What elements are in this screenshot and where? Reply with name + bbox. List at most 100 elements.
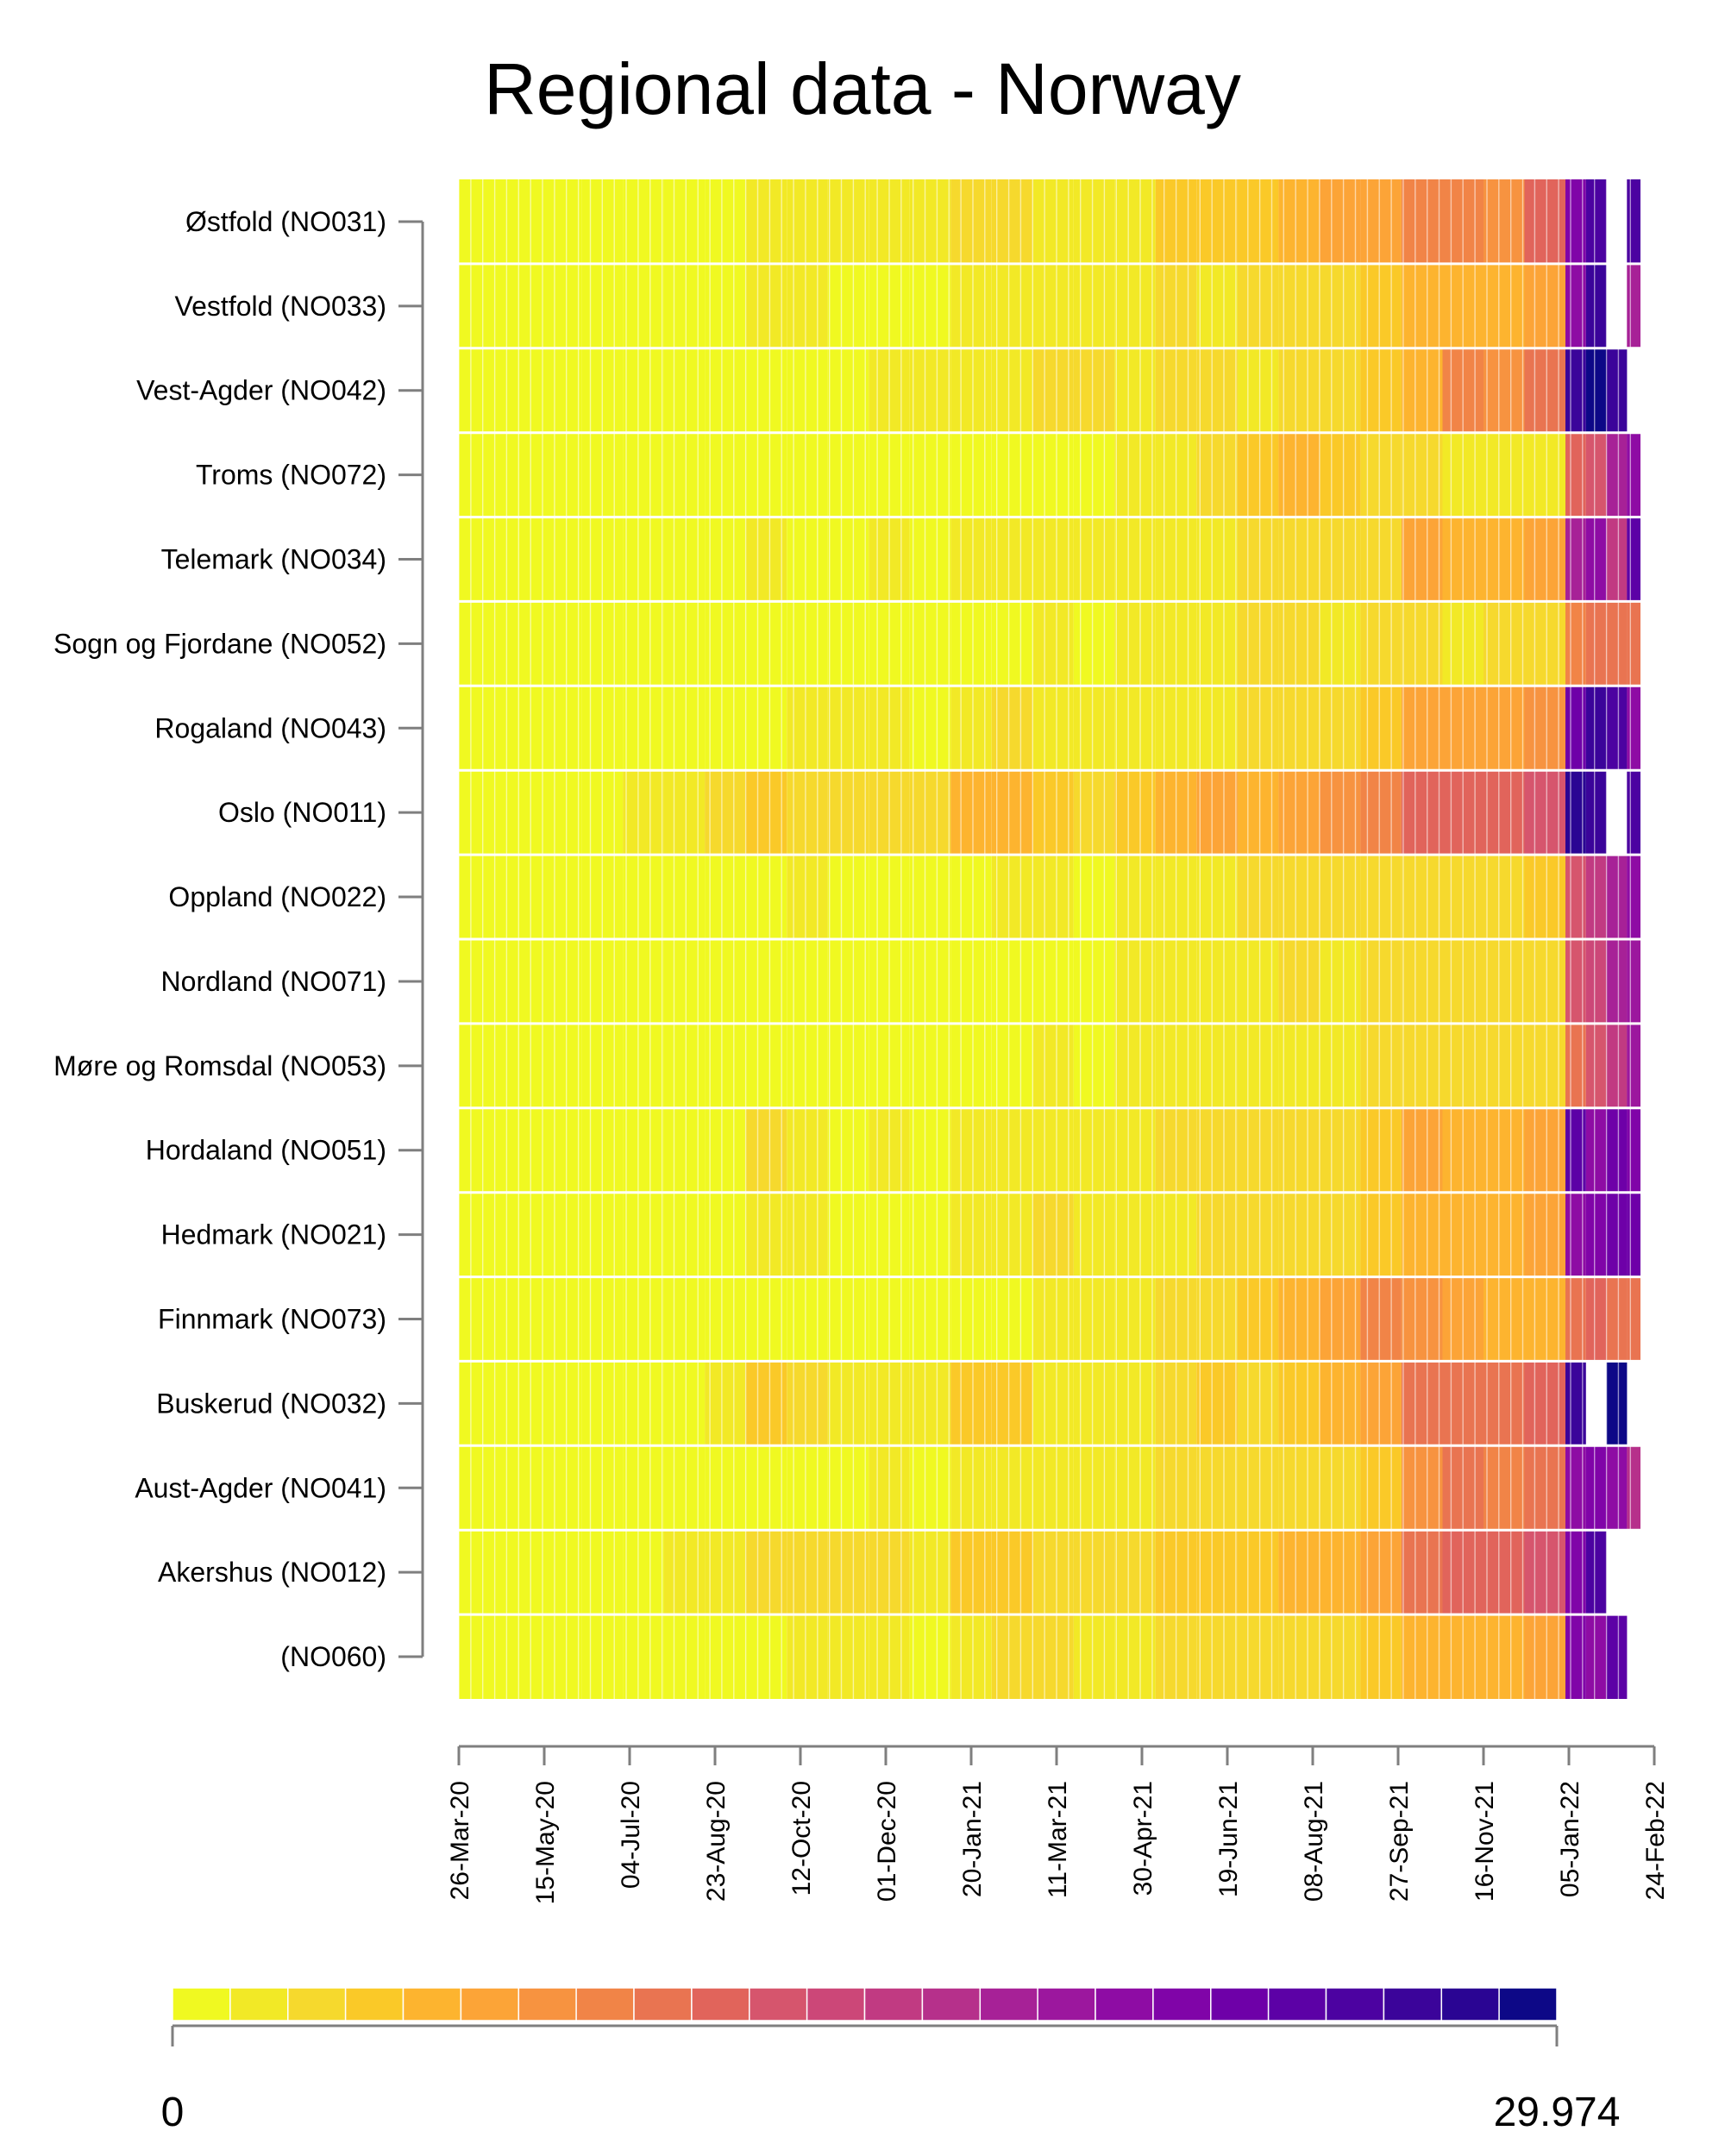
heatmap-cell-akershus-no012-20 (1278, 1530, 1320, 1615)
heatmap-cell-oslo-no011-26 (1524, 770, 1565, 856)
heatmap-cell-vest-agder-no042-11 (909, 348, 951, 433)
heatmap-cell-rogaland-no043-14 (1032, 686, 1074, 771)
heatmap-cell-hedmark-no021-9 (827, 1192, 869, 1277)
legend-swatch-13 (921, 1987, 982, 2021)
heatmap-cell-rogaland-no043-22 (1360, 686, 1402, 771)
legend-max-label: 29.974 (1494, 2090, 1621, 2135)
row-label-rogaland-no043: Rogaland (NO043) (154, 712, 386, 743)
heatmap-cell-sogn-og-fjordane-no052-28 (1585, 601, 1607, 686)
heatmap-cell-finnmark-no073-9 (827, 1276, 869, 1362)
legend-swatch-7 (575, 1987, 635, 2021)
heatmap-cell-rogaland-no043-25 (1484, 686, 1525, 771)
heatmap-cell-vestfold-no033-13 (991, 263, 1033, 348)
heatmap-cell-sogn-og-fjordane-no052-8 (787, 601, 828, 686)
heatmap-cell-buskerud-no032-9 (827, 1361, 869, 1446)
heatmap-cell-aust-agder-no041-6 (705, 1445, 746, 1531)
heatmap-cell-oslo-no011-1 (499, 770, 541, 856)
heatmap-cell-rogaland-no043-6 (705, 686, 746, 771)
heatmap-cell-no060-21 (1319, 1614, 1361, 1699)
heatmap-cell-nordland-no071-6 (705, 939, 746, 1024)
heatmap-cell-rogaland-no043-15 (1073, 686, 1115, 771)
heatmap-cell-oppland-no022-2 (541, 855, 582, 939)
heatmap-cell-hordaland-no051-9 (827, 1107, 869, 1193)
row-label-oppland-no022: Oppland (NO022) (168, 881, 386, 912)
heatmap-cell-oppland-no022-29 (1606, 855, 1628, 939)
heatmap-cell-rogaland-no043-8 (787, 686, 828, 771)
heatmap-cell-telemark-no034-16 (1114, 517, 1156, 602)
heatmap-cell-no060-1 (499, 1614, 541, 1699)
heatmap-cell-oslo-no011-21 (1319, 770, 1361, 856)
y-axis: Østfold (NO031) Vestfold (NO033) Vest-Agde… (53, 206, 424, 1672)
heatmap-cell-vest-agder-no042-2 (541, 348, 582, 433)
heatmap-cell-stfold-no031-4 (623, 179, 664, 264)
heatmap-cell-hordaland-no051-16 (1114, 1107, 1156, 1193)
heatmap-cell-telemark-no034-2 (541, 517, 582, 602)
heatmap-cell-finnmark-no073-2 (541, 1276, 582, 1362)
heatmap-cell-no060-23 (1402, 1614, 1443, 1699)
heatmap-cell-buskerud-no032-13 (991, 1361, 1033, 1446)
heatmap-cell-finnmark-no073-25 (1484, 1276, 1525, 1362)
heatmap-cell-oslo-no011-19 (1237, 770, 1279, 856)
heatmap-cell-nordland-no071-16 (1114, 939, 1156, 1024)
heatmap-cell-rogaland-no043-26 (1524, 686, 1565, 771)
heatmap-cell-telemark-no034-11 (909, 517, 951, 602)
legend-swatch-16 (1095, 1987, 1154, 2021)
heatmap-cell-sogn-og-fjordane-no052-16 (1114, 601, 1156, 686)
heatmap-cell-oslo-no011-15 (1073, 770, 1115, 856)
heatmap-cell-hordaland-no051-14 (1032, 1107, 1074, 1193)
heatmap-cell-no060-5 (663, 1614, 706, 1699)
heatmap-cell-hedmark-no021-5 (663, 1192, 706, 1277)
heatmap-cell-troms-no072-0 (459, 432, 500, 517)
heatmap-cell-akershus-no012-12 (950, 1530, 992, 1615)
legend-swatch-12 (863, 1987, 924, 2021)
heatmap-cell-troms-no072-21 (1319, 432, 1361, 517)
heatmap-cell-telemark-no034-12 (950, 517, 992, 602)
heatmap-cell-telemark-no034-19 (1237, 517, 1279, 602)
row-label-vestfold-no033: Vestfold (NO033) (175, 291, 386, 322)
heatmap-cell-finnmark-no073-12 (950, 1276, 992, 1362)
heatmap-cell-rogaland-no043-7 (745, 686, 787, 771)
heatmap-cell-telemark-no034-6 (705, 517, 746, 602)
heatmap-cell-troms-no072-15 (1073, 432, 1115, 517)
heatmap-cell-nordland-no071-19 (1237, 939, 1279, 1024)
heatmap-cell-sogn-og-fjordane-no052-22 (1360, 601, 1402, 686)
heatmap-cell-buskerud-no032-8 (787, 1361, 828, 1446)
heatmap-cell-vestfold-no033-23 (1402, 263, 1443, 348)
heatmap-cell-hordaland-no051-4 (623, 1107, 664, 1193)
heatmap-cell-m-re-og-romsdal-no053-14 (1032, 1023, 1074, 1108)
x-tick-label-27-sep-21: 27-Sep-21 (1385, 1781, 1414, 1902)
heatmap-cell-hordaland-no051-6 (705, 1107, 746, 1193)
heatmap-cell-hordaland-no051-18 (1196, 1107, 1238, 1193)
heatmap-cell-vestfold-no033-21 (1319, 263, 1361, 348)
heatmap-cell-finnmark-no073-20 (1278, 1276, 1320, 1362)
heatmap-cell-finnmark-no073-21 (1319, 1276, 1361, 1362)
heatmap-cell-troms-no072-23 (1402, 432, 1443, 517)
heatmap-cell-vest-agder-no042-8 (787, 348, 828, 433)
heatmap-cell-nordland-no071-30 (1627, 939, 1640, 1024)
heatmap-cell-oppland-no022-30 (1627, 855, 1640, 939)
heatmap-cell-oppland-no022-21 (1319, 855, 1361, 939)
heatmap-cell-troms-no072-18 (1196, 432, 1238, 517)
heatmap-cell-nordland-no071-20 (1278, 939, 1320, 1024)
heatmap-cell-no060-22 (1360, 1614, 1402, 1699)
row-label-troms-no072: Troms (NO072) (196, 460, 386, 491)
heatmap-cell-akershus-no012-28 (1585, 1530, 1607, 1615)
heatmap-cell-no060-15 (1073, 1614, 1115, 1699)
heatmap-cell-m-re-og-romsdal-no053-30 (1627, 1023, 1640, 1108)
heatmap-cell-rogaland-no043-11 (909, 686, 951, 771)
heatmap-cell-akershus-no012-21 (1319, 1530, 1361, 1615)
heatmap-cell-m-re-og-romsdal-no053-6 (705, 1023, 746, 1108)
row-label-akershus-no012: Akershus (NO012) (158, 1557, 386, 1588)
heatmap-cell-m-re-og-romsdal-no053-26 (1524, 1023, 1565, 1108)
x-tick-label-26-mar-20: 26-Mar-20 (446, 1781, 474, 1900)
heatmap-cell-finnmark-no073-1 (499, 1276, 541, 1362)
heatmap-cell-stfold-no031-25 (1484, 179, 1525, 264)
heatmap-cell-sogn-og-fjordane-no052-12 (950, 601, 992, 686)
heatmap-cell-finnmark-no073-15 (1073, 1276, 1115, 1362)
heatmap-cell-vestfold-no033-4 (623, 263, 664, 348)
heatmap-cell-akershus-no012-4 (623, 1530, 664, 1615)
heatmap-cell-sogn-og-fjordane-no052-23 (1402, 601, 1443, 686)
heatmap-cell-sogn-og-fjordane-no052-26 (1524, 601, 1565, 686)
heatmap-cell-finnmark-no073-6 (705, 1276, 746, 1362)
heatmap-cell-troms-no072-19 (1237, 432, 1279, 517)
